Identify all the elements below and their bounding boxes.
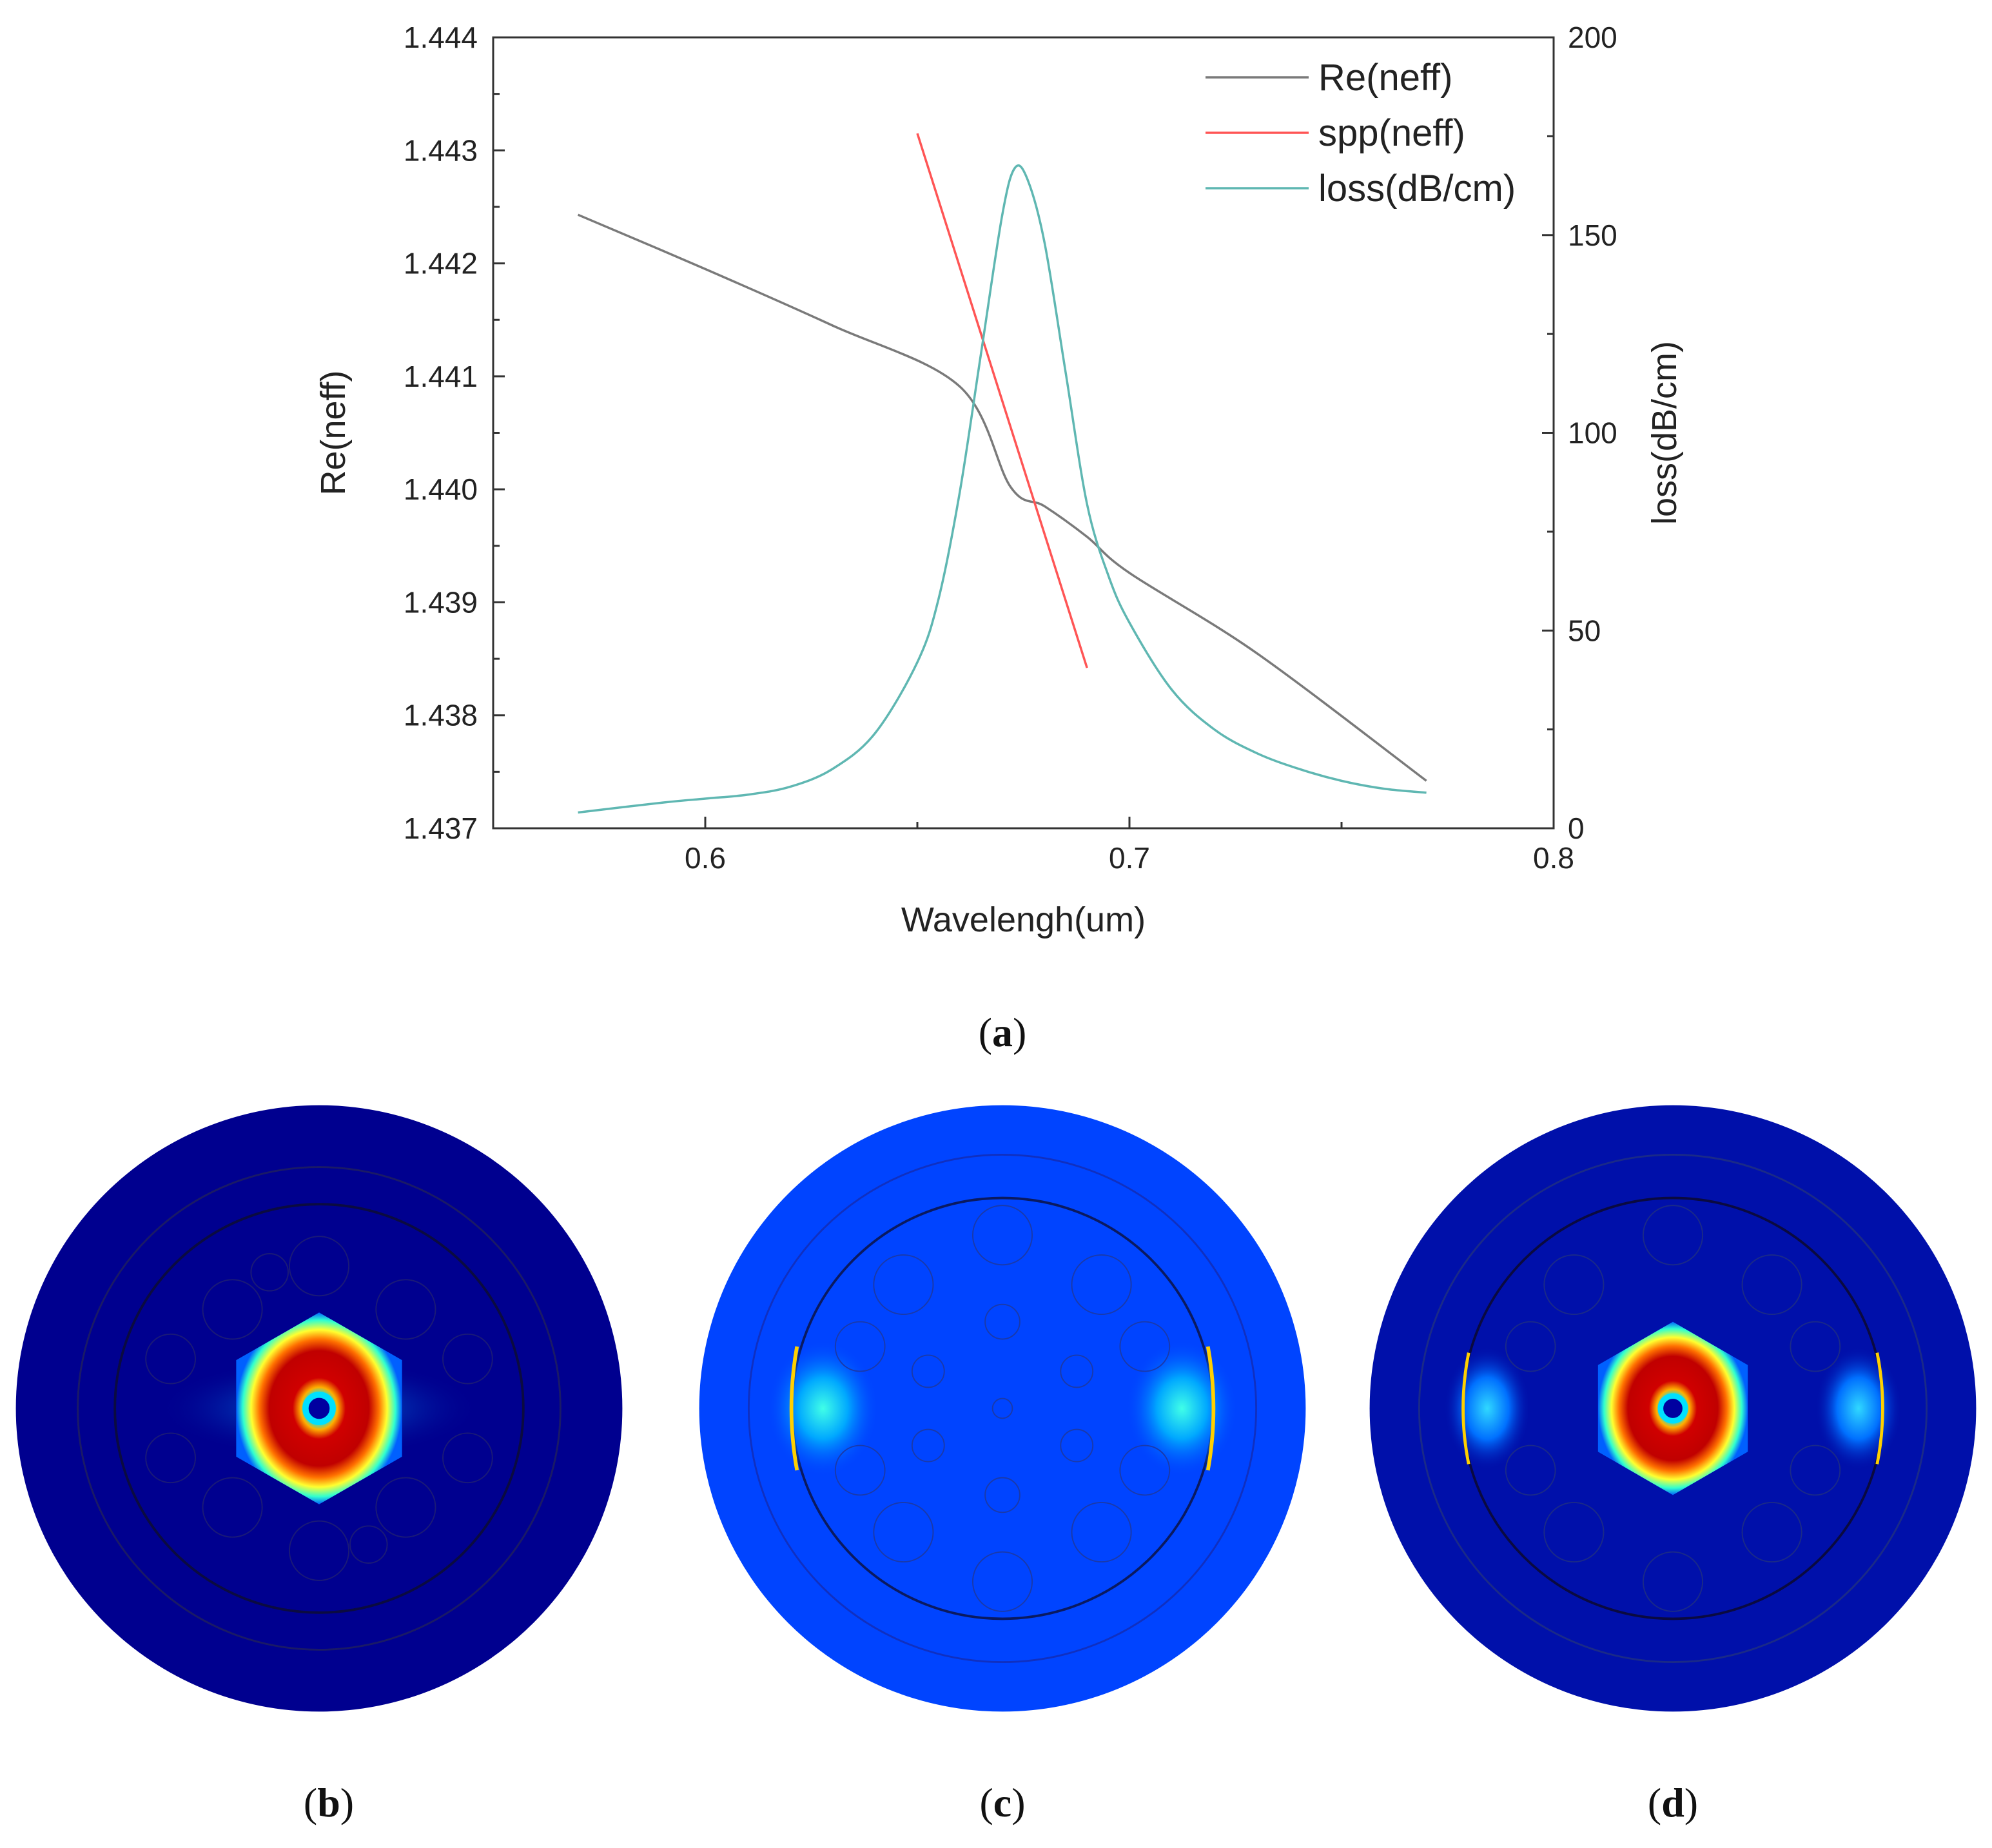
y-tick-label: 1.441: [404, 360, 478, 393]
y-tick-label: 1.443: [404, 133, 478, 167]
x-tick-label: 0.6: [685, 841, 726, 875]
y-tick-label: 1.439: [404, 585, 478, 619]
y2-tick-label: 200: [1568, 21, 1617, 54]
line-chart: 1.437 1.438 1.439 1.440 1.441 1.442 1.443 1.444…: [314, 21, 1684, 939]
y-tick-label: 1.440: [404, 472, 478, 506]
core-mode-field-image: [15, 1105, 623, 1712]
y2-axis-title: loss(dB/cm): [1645, 341, 1684, 525]
legend-label-loss-db-cm: loss(dB/cm): [1318, 168, 1516, 209]
y2-tick-label: 0: [1568, 812, 1585, 845]
axes-layer: 1.437 1.438 1.439 1.440 1.441 1.442 1.443 1.444…: [404, 21, 1617, 875]
caption-a-letter: a: [992, 1009, 1013, 1055]
caption-d: (d): [1647, 1780, 1699, 1825]
spp-mode-field-image: [699, 1105, 1306, 1712]
y-tick-label: 1.442: [404, 247, 478, 280]
x-tick-label: 0.7: [1109, 841, 1150, 875]
caption-a: (a): [978, 1009, 1027, 1055]
y-axis-title: Re(neff): [314, 370, 353, 495]
caption-c: (c): [979, 1780, 1026, 1825]
y2-tick-label: 100: [1568, 416, 1617, 450]
series-line-spp-neff: [916, 133, 1088, 668]
legend: Re(neff) spp(neff) loss(dB/cm): [1206, 57, 1516, 209]
caption-d-letter: d: [1661, 1780, 1684, 1825]
caption-c-letter: c: [993, 1780, 1012, 1825]
caption-b-letter: b: [317, 1780, 340, 1825]
y-tick-label: 1.438: [404, 699, 478, 732]
series-layer: [577, 133, 1427, 814]
caption-b: (b): [303, 1780, 355, 1825]
y-tick-label: 1.437: [404, 812, 478, 845]
y-tick-label: 1.444: [404, 21, 478, 54]
series-line-re-neff: [577, 213, 1427, 782]
y2-tick-label: 150: [1568, 219, 1617, 252]
x-axis-title: Wavelengh(um): [901, 900, 1146, 939]
series-line-loss-db-cm: [578, 164, 1427, 814]
x-tick-label: 0.8: [1533, 841, 1574, 875]
coupled-mode-field-image: [1369, 1105, 1977, 1712]
legend-label-re-neff: Re(neff): [1318, 57, 1452, 99]
legend-label-spp-neff: spp(neff): [1318, 112, 1465, 154]
y2-tick-label: 50: [1568, 614, 1601, 647]
plot-frame: [492, 36, 1555, 830]
fiber-cross-section-c: [699, 1105, 1306, 1712]
